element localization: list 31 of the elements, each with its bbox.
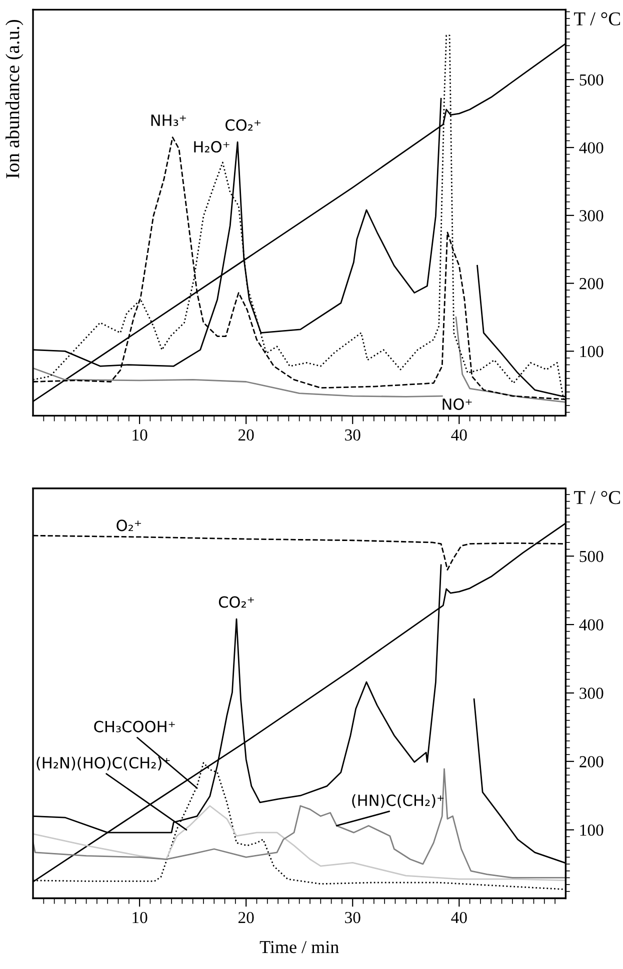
x-tick-label: 10 [132,429,148,441]
y-tick-label: 200 [580,278,604,290]
y-tick-label: 300 [580,688,604,699]
annotation: NO⁺ [442,398,472,410]
annotation: (H₂N)(HO)C(CH₂)⁺ [36,756,170,770]
y-tick-label: 200 [580,756,604,768]
annotation: O₂⁺ [116,520,141,532]
annotation: CH₃COOH⁺ [94,720,175,732]
x-tick-label: 30 [345,429,360,441]
y-tick-label: 500 [580,74,604,86]
y-axis-title: T / °C [574,490,620,504]
x-axis-title: Time / min [260,941,339,954]
annotation: CO₂⁺ [218,596,254,608]
annotation: H₂O⁺ [194,140,230,153]
y-tick-label: 400 [579,619,604,630]
y-tick-label: 100 [580,346,604,358]
x-tick-label: 40 [451,429,467,441]
y-tick-label: 500 [580,550,604,562]
annotation: (HN)C(CH₂)⁺ [352,794,444,808]
y-tick-label: 300 [580,210,604,222]
x-tick-label: 10 [132,912,148,924]
text: Ion abundance (a.u.) [6,20,24,178]
x-tick-label: 20 [238,429,254,441]
annotation: NH₃⁺ [151,114,186,126]
y-axis-title: T / °C [574,12,620,26]
annotation: CO₂⁺ [226,119,261,131]
x-tick-label: 40 [451,912,467,924]
y-tick-label: 100 [580,824,604,836]
x-tick-label: 20 [238,912,254,924]
x-tick-label: 30 [345,912,360,924]
y-tick-label: 400 [579,142,604,154]
